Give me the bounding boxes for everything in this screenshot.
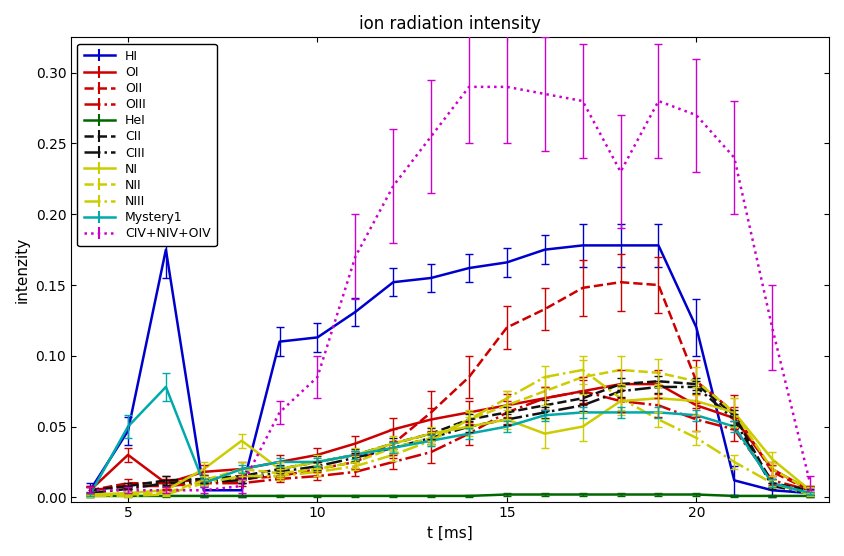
Title: ion radiation intensity: ion radiation intensity	[360, 15, 541, 33]
X-axis label: t [ms]: t [ms]	[427, 526, 473, 541]
Y-axis label: intenzity: intenzity	[15, 236, 30, 302]
Legend: HI, OI, OII, OIII, HeI, CII, CIII, NI, NII, NIII, Mystery1, CIV+NIV+OIV: HI, OI, OII, OIII, HeI, CII, CIII, NI, N…	[78, 43, 217, 246]
